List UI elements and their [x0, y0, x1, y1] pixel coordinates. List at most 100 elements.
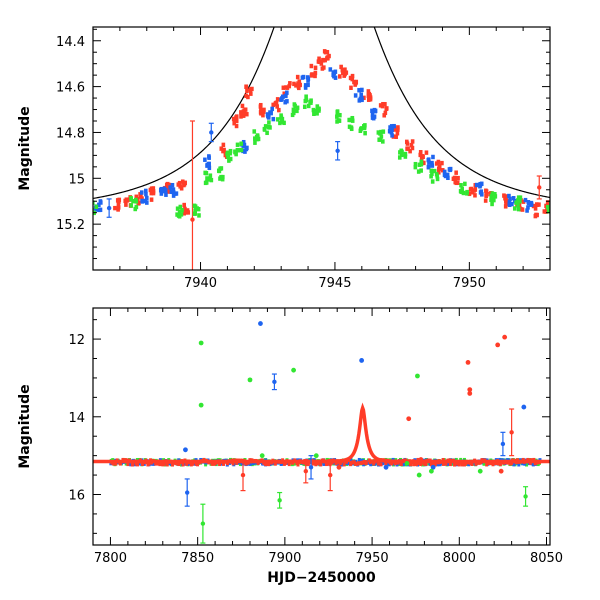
data-point	[474, 181, 484, 197]
data-point	[434, 159, 445, 175]
data-point	[303, 458, 309, 484]
baseline-point	[453, 462, 457, 467]
top-y-axis-label: Magnitude	[17, 106, 33, 190]
data-point	[309, 63, 318, 79]
top-model-curve-group	[93, 27, 550, 200]
data-point	[240, 458, 246, 492]
baseline-point	[314, 462, 318, 467]
data-point	[428, 468, 434, 474]
data-point	[265, 106, 276, 122]
data-point	[406, 416, 412, 422]
baseline-point	[482, 461, 486, 466]
data-point	[378, 101, 389, 118]
data-point	[347, 115, 355, 132]
baseline-point	[349, 458, 353, 463]
data-point	[429, 168, 440, 184]
data-point	[198, 402, 204, 408]
data-point	[523, 197, 534, 213]
data-point	[277, 491, 283, 509]
y-tick-label: 14.4	[56, 35, 85, 50]
data-point	[168, 182, 179, 198]
baseline-point	[367, 460, 371, 465]
data-point	[458, 181, 469, 196]
data-point	[335, 109, 342, 124]
y-tick-label: 12	[68, 333, 85, 348]
data-point	[335, 141, 341, 161]
data-point	[387, 123, 396, 138]
data-point	[139, 188, 149, 205]
data-point	[231, 114, 239, 129]
baseline-point	[373, 459, 377, 464]
baseline-point	[273, 461, 277, 466]
baseline-point	[165, 462, 169, 467]
data-point	[418, 457, 424, 462]
baseline-point	[118, 461, 122, 466]
top-plot-frame	[92, 26, 551, 271]
data-point	[383, 464, 389, 470]
data-point	[467, 391, 473, 396]
model-curve	[93, 27, 550, 200]
data-point	[198, 340, 204, 346]
baseline-point	[244, 461, 248, 466]
baseline-point	[231, 461, 235, 466]
data-point	[200, 503, 206, 544]
baseline-point	[399, 462, 403, 467]
baseline-point	[147, 461, 151, 466]
baseline-point	[368, 460, 372, 465]
data-point	[271, 97, 281, 113]
baseline-point	[248, 461, 252, 466]
data-point	[322, 49, 331, 63]
data-point	[233, 141, 244, 157]
data-point	[208, 122, 214, 143]
data-point	[252, 129, 261, 145]
data-point	[275, 113, 286, 126]
data-point	[106, 198, 112, 218]
baseline-point	[177, 462, 181, 467]
baseline-point	[377, 461, 381, 466]
y-tick-label: 15.2	[56, 218, 85, 233]
x-tick-label: 7940	[184, 276, 217, 291]
data-point	[216, 166, 225, 182]
baseline-point	[444, 461, 448, 466]
bottom-plot-frame	[92, 307, 551, 546]
data-point	[523, 486, 529, 507]
data-point	[291, 367, 296, 373]
data-point	[489, 191, 498, 207]
data-point	[359, 358, 365, 363]
data-point	[184, 478, 190, 507]
model-curve	[93, 402, 550, 464]
data-point	[300, 74, 311, 90]
y-tick-label: 15	[68, 172, 85, 187]
data-point	[338, 64, 349, 79]
data-point	[509, 408, 515, 457]
data-point	[451, 170, 460, 186]
baseline-point	[322, 461, 326, 466]
data-point	[416, 472, 422, 478]
top-axis-ticks: 7940 7945 7950 14.4 14.6 14.8 15 15.2	[56, 27, 551, 291]
data-point	[495, 342, 501, 348]
baseline-point	[112, 461, 116, 466]
data-point	[498, 468, 504, 474]
x-tick-label: 7950	[356, 551, 389, 566]
data-point	[247, 377, 253, 383]
data-point	[113, 197, 122, 212]
data-point	[465, 359, 471, 365]
baseline-point	[517, 462, 521, 467]
baseline-point	[185, 461, 189, 466]
data-point	[531, 202, 541, 219]
data-point	[259, 453, 265, 459]
data-point	[262, 120, 272, 136]
baseline-point	[222, 461, 226, 466]
data-point	[353, 87, 364, 103]
data-point	[313, 453, 319, 459]
data-point	[430, 464, 436, 470]
data-point	[183, 447, 188, 453]
bottom-y-axis-label: Magnitude	[17, 384, 33, 468]
data-point	[225, 148, 233, 163]
baseline-point	[370, 459, 374, 464]
x-tick-label: 7850	[181, 551, 214, 566]
data-point	[148, 186, 156, 202]
y-tick-label: 14.8	[56, 126, 85, 141]
data-point	[290, 102, 300, 118]
